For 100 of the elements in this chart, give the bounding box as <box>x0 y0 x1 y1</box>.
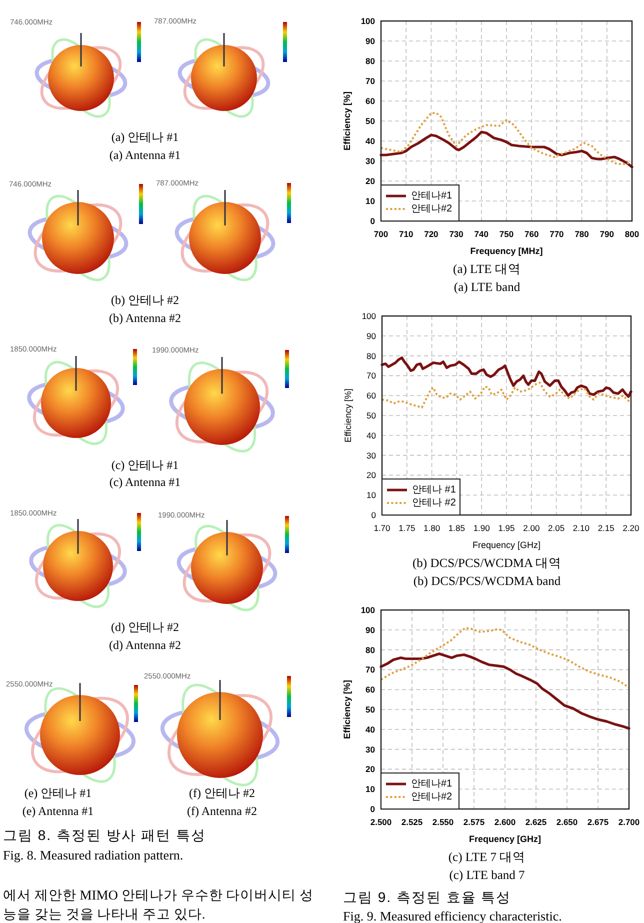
y-tick-label: 20 <box>366 764 376 774</box>
caption: Fig. 9. Measured efficiency characteristic. <box>343 908 562 923</box>
x-tick-label: 750 <box>499 229 514 239</box>
y-tick-label: 20 <box>366 176 376 186</box>
text: (a) 안테나 #1 <box>111 130 179 144</box>
y-tick-label: 80 <box>366 56 376 66</box>
x-axis-title: Frequency [GHz] <box>468 834 542 844</box>
y-tick-label: 30 <box>366 744 376 754</box>
x-tick-label: 720 <box>424 229 439 239</box>
x-tick-label: 790 <box>600 229 614 239</box>
y-axis-title: Efficiency [%] <box>343 388 353 442</box>
y-tick-label: 70 <box>366 76 376 86</box>
y-tick-label: 0 <box>370 804 376 814</box>
x-tick-label: 2.575 <box>463 817 485 827</box>
y-axis-title: Efficiency [%] <box>342 91 352 151</box>
x-tick-label: 2.550 <box>432 817 454 827</box>
y-tick-label: 50 <box>366 410 376 420</box>
y-tick-label: 60 <box>366 96 376 106</box>
x-tick-label: 2.00 <box>523 523 540 533</box>
legend-label: 안테나 #1 <box>412 484 456 496</box>
text: (d) Antenna #2 <box>109 638 181 652</box>
x-tick-label: 1.80 <box>424 523 440 533</box>
x-tick-label: 760 <box>524 229 539 239</box>
y-tick-label: 70 <box>366 664 376 675</box>
text: (a) Antenna #1 <box>109 148 181 162</box>
y-tick-label: 60 <box>366 684 376 695</box>
y-tick-label: 100 <box>360 605 376 615</box>
y-tick-label: 90 <box>366 330 376 341</box>
text: (b) DCS/PCS/WCDMA 대역 <box>412 556 562 570</box>
y-tick-label: 90 <box>366 36 376 46</box>
x-tick-label: 2.10 <box>572 523 590 533</box>
x-tick-label: 2.525 <box>401 817 423 827</box>
x-tick-label: 2.500 <box>370 817 392 827</box>
y-tick-label: 40 <box>366 430 376 440</box>
y-axis-title: Efficiency [%] <box>342 680 352 740</box>
y-tick-label: 100 <box>360 16 376 26</box>
legend-label: 안테나#2 <box>411 792 453 802</box>
text: 그림 8. 측정된 방사 패턴 특성 <box>3 827 206 843</box>
text: (e) 안테나 #1 <box>24 786 92 800</box>
text: (c) 안테나 #1 <box>111 458 179 472</box>
x-tick-label: 2.675 <box>587 817 609 827</box>
legend-label: 안테나#2 <box>411 204 453 214</box>
y-tick-label: 10 <box>366 784 376 794</box>
x-tick-label: 710 <box>399 229 414 239</box>
x-tick-label: 2.05 <box>548 523 565 533</box>
x-tick-label: 1.75 <box>398 523 416 533</box>
line-series <box>380 112 633 165</box>
line-series <box>380 356 632 398</box>
x-tick-label: 2.625 <box>525 817 547 827</box>
x-tick-label: 770 <box>550 229 564 239</box>
line-series <box>380 626 630 689</box>
text: (a) LTE 대역 <box>453 262 521 276</box>
x-tick-label: 1.85 <box>448 523 466 533</box>
legend-label: 안테나#1 <box>411 190 453 202</box>
line-series <box>381 382 632 409</box>
caption: 그림 9. 측정된 효율 특성 <box>343 889 512 905</box>
x-tick-label: 2.700 <box>618 817 640 827</box>
text: Fig. 8. Measured radiation pattern. <box>3 848 184 862</box>
y-tick-label: 0 <box>371 510 376 520</box>
text: (f) Antenna #2 <box>187 804 257 818</box>
x-axis-title: Frequency [GHz] <box>472 540 541 550</box>
x-tick-label: 730 <box>449 229 464 239</box>
y-tick-label: 30 <box>366 450 376 460</box>
x-tick-label: 700 <box>374 229 388 239</box>
y-tick-label: 70 <box>366 370 376 381</box>
y-tick-label: 100 <box>362 311 376 321</box>
text: (f) 안테나 #2 <box>189 786 255 800</box>
x-tick-label: 1.95 <box>498 523 516 533</box>
x-tick-label: 2.600 <box>494 817 516 827</box>
y-tick-label: 40 <box>366 724 376 734</box>
x-tick-label: 740 <box>474 229 489 239</box>
text: (e) Antenna #1 <box>22 804 94 818</box>
x-tick-label: 1.70 <box>374 523 391 533</box>
text: (c) LTE 7 대역 <box>448 850 526 864</box>
text: 에서 제안한 MIMO 안테나가 우수한 다이버시티 성 <box>3 888 314 902</box>
text: (d) 안테나 #2 <box>111 620 179 634</box>
y-tick-label: 10 <box>366 490 376 500</box>
y-tick-label: 30 <box>366 156 376 166</box>
y-tick-label: 10 <box>366 196 376 206</box>
text: 능을 갖는 것을 나타내 주고 있다. <box>3 906 206 922</box>
y-tick-label: 40 <box>366 136 376 146</box>
y-tick-label: 80 <box>366 644 376 655</box>
text: (c) Antenna #1 <box>109 475 181 489</box>
text: (b) DCS/PCS/WCDMA band <box>413 574 562 588</box>
y-tick-label: 60 <box>366 390 376 401</box>
line-series <box>380 652 630 730</box>
y-tick-label: 20 <box>366 470 376 480</box>
text: (a) LTE band <box>454 280 521 294</box>
y-tick-label: 50 <box>366 704 376 714</box>
x-tick-label: 800 <box>624 229 640 239</box>
y-tick-label: 50 <box>366 116 376 126</box>
legend-label: 안테나 #2 <box>412 498 456 508</box>
text: (c) LTE band 7 <box>449 868 525 882</box>
y-tick-label: 90 <box>366 624 376 635</box>
legend-label: 안테나#1 <box>411 778 453 790</box>
y-tick-label: 0 <box>370 216 376 226</box>
text: (b) Antenna #2 <box>109 311 181 325</box>
x-tick-label: 2.650 <box>556 817 578 827</box>
x-tick-label: 780 <box>574 229 590 239</box>
x-tick-label: 2.15 <box>598 523 615 533</box>
